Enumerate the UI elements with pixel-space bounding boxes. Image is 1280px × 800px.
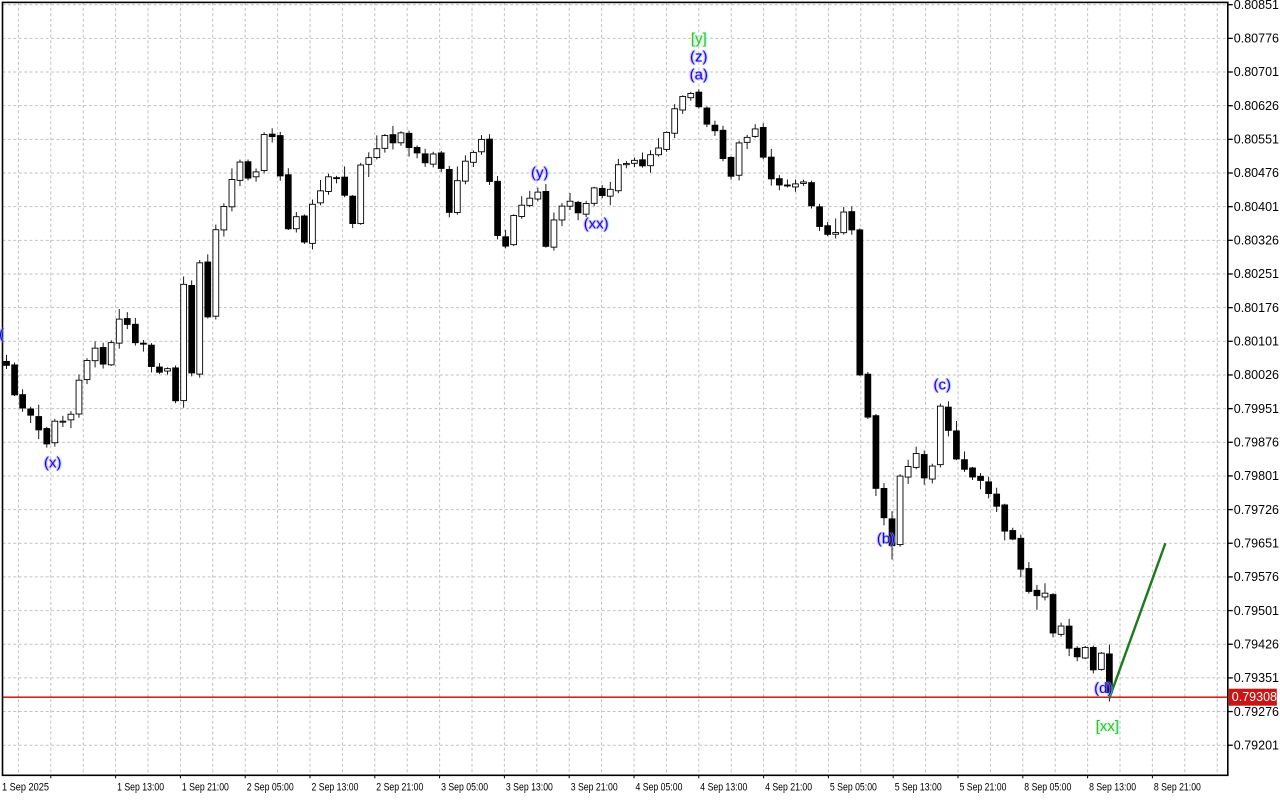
svg-text:2 Sep 13:00: 2 Sep 13:00 <box>312 782 359 794</box>
svg-text:0.80251: 0.80251 <box>1234 267 1279 281</box>
svg-text:0.80101: 0.80101 <box>1234 335 1279 349</box>
svg-text:[y]: [y] <box>691 30 707 47</box>
svg-text:0.79308: 0.79308 <box>1232 690 1277 704</box>
svg-text:2 Sep 21:00: 2 Sep 21:00 <box>376 782 423 794</box>
svg-text:(y): (y) <box>531 165 549 182</box>
svg-text:(b): (b) <box>877 530 895 547</box>
svg-text:(c): (c) <box>934 377 952 394</box>
svg-text:5 Sep 13:00: 5 Sep 13:00 <box>895 782 942 794</box>
svg-text:1 Sep 21:00: 1 Sep 21:00 <box>182 782 229 794</box>
svg-text:0.79201: 0.79201 <box>1234 738 1279 752</box>
svg-text:4 Sep 13:00: 4 Sep 13:00 <box>700 782 747 794</box>
svg-text:(: ( <box>0 326 4 343</box>
svg-text:0.79651: 0.79651 <box>1234 536 1279 550</box>
svg-text:3 Sep 21:00: 3 Sep 21:00 <box>571 782 618 794</box>
svg-text:3 Sep 05:00: 3 Sep 05:00 <box>441 782 488 794</box>
svg-text:0.80851: 0.80851 <box>1234 0 1279 12</box>
svg-text:0.79426: 0.79426 <box>1234 637 1279 651</box>
svg-text:8 Sep 21:00: 8 Sep 21:00 <box>1154 782 1201 794</box>
svg-text:(x): (x) <box>44 455 62 472</box>
svg-text:0.79876: 0.79876 <box>1234 435 1279 449</box>
svg-text:0.79951: 0.79951 <box>1234 402 1279 416</box>
svg-text:0.80701: 0.80701 <box>1234 65 1279 79</box>
svg-text:0.79801: 0.79801 <box>1234 469 1279 483</box>
svg-text:0.79351: 0.79351 <box>1234 671 1279 685</box>
svg-text:0.80776: 0.80776 <box>1234 32 1279 46</box>
svg-text:5 Sep 21:00: 5 Sep 21:00 <box>960 782 1007 794</box>
svg-text:0.80626: 0.80626 <box>1234 99 1279 113</box>
svg-text:0.79726: 0.79726 <box>1234 503 1279 517</box>
svg-text:0.80476: 0.80476 <box>1234 166 1279 180</box>
svg-text:1 Sep 2025: 1 Sep 2025 <box>2 782 49 794</box>
svg-text:5 Sep 05:00: 5 Sep 05:00 <box>830 782 877 794</box>
svg-text:0.79576: 0.79576 <box>1234 570 1279 584</box>
svg-text:0.80326: 0.80326 <box>1234 234 1279 248</box>
svg-text:[xx]: [xx] <box>1096 718 1119 735</box>
svg-text:0.79501: 0.79501 <box>1234 604 1279 618</box>
svg-text:8 Sep 13:00: 8 Sep 13:00 <box>1089 782 1136 794</box>
svg-text:(z): (z) <box>690 48 708 65</box>
svg-text:4 Sep 21:00: 4 Sep 21:00 <box>765 782 812 794</box>
svg-text:0.80026: 0.80026 <box>1234 368 1279 382</box>
svg-text:(d): (d) <box>1094 680 1112 697</box>
svg-text:(a): (a) <box>690 66 708 83</box>
svg-text:0.79276: 0.79276 <box>1234 705 1279 719</box>
svg-text:(xx): (xx) <box>584 215 609 232</box>
svg-text:3 Sep 13:00: 3 Sep 13:00 <box>506 782 553 794</box>
svg-text:4 Sep 05:00: 4 Sep 05:00 <box>636 782 683 794</box>
svg-text:0.80176: 0.80176 <box>1234 301 1279 315</box>
svg-text:1 Sep 13:00: 1 Sep 13:00 <box>117 782 164 794</box>
svg-text:2 Sep 05:00: 2 Sep 05:00 <box>247 782 294 794</box>
svg-text:8 Sep 05:00: 8 Sep 05:00 <box>1024 782 1071 794</box>
svg-text:0.80551: 0.80551 <box>1234 133 1279 147</box>
svg-text:0.80401: 0.80401 <box>1234 200 1279 214</box>
